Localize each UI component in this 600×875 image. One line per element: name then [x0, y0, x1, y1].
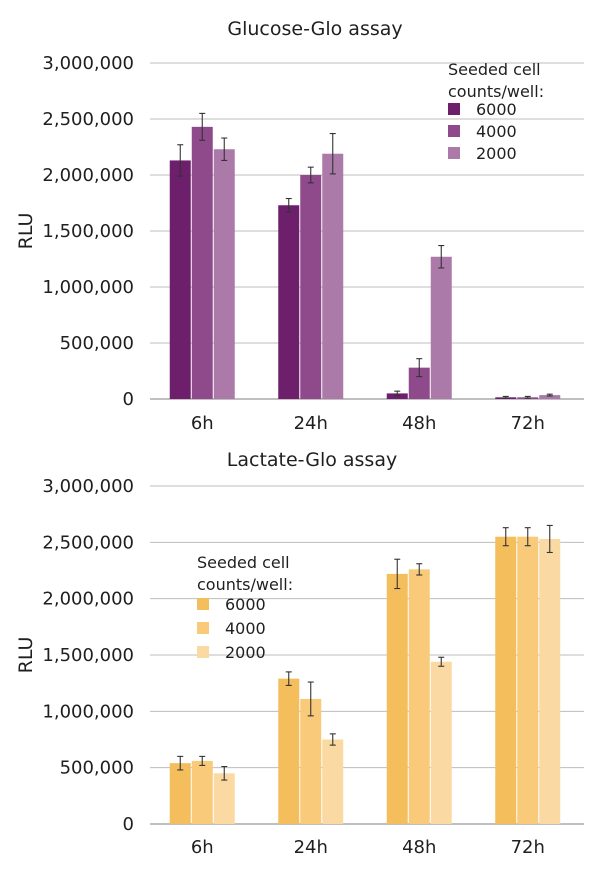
y-tick-label: 500,000 [60, 333, 134, 354]
bar-2000-48h [430, 256, 452, 399]
y-tick-label: 2,000,000 [42, 165, 134, 186]
y-axis-label: RLU [15, 637, 37, 674]
chart-title: Lactate-Glo assay [227, 449, 397, 471]
bar-6000-6h [169, 160, 191, 399]
y-tick-label: 500,000 [60, 758, 134, 779]
bar-6000-6h [169, 763, 191, 824]
legend: Seeded cell counts/well:6000 4000 2000 [197, 553, 293, 662]
category-label: 72h [511, 837, 545, 858]
bar-2000-72h [539, 538, 561, 824]
bar-4000-72h [517, 536, 539, 824]
y-tick-label: 2,500,000 [42, 109, 134, 130]
bar-2000-6h [213, 149, 235, 399]
legend-swatch-4000 [197, 622, 209, 634]
y-axis-label: RLU [15, 213, 37, 250]
category-label: 6h [191, 413, 214, 434]
legend-title: Seeded cell [197, 553, 290, 572]
bar-4000-24h [300, 175, 322, 399]
legend-swatch-6000 [448, 103, 460, 115]
chart-title: Glucose-Glo assay [227, 18, 402, 40]
bar-2000-24h [322, 739, 344, 824]
category-label: 48h [402, 837, 436, 858]
category-label: 24h [294, 837, 328, 858]
category-label: 6h [191, 837, 214, 858]
bar-6000-48h [386, 393, 408, 399]
bar-4000-6h [191, 760, 213, 824]
legend-swatch-4000 [448, 125, 460, 137]
category-label: 48h [402, 413, 436, 434]
legend-label: 2000 [225, 643, 266, 662]
bar-2000-48h [430, 661, 452, 824]
bar-2000-72h [539, 395, 561, 399]
legend-title: counts/well: [448, 82, 544, 101]
bar-6000-72h [495, 536, 517, 824]
legend-label: 4000 [225, 619, 266, 638]
legend-swatch-2000 [448, 147, 460, 159]
bar-4000-6h [191, 126, 213, 399]
y-tick-label: 3,000,000 [42, 476, 134, 497]
chart-panel-0: Glucose-Glo assay 0 500,000 1,000,000 1,500,… [15, 18, 584, 434]
bar-6000-48h [386, 573, 408, 824]
legend-label: 4000 [476, 122, 517, 141]
legend-label: 2000 [476, 144, 517, 163]
bar-6000-24h [278, 678, 300, 824]
legend-title: counts/well: [197, 575, 293, 594]
y-tick-label: 3,000,000 [42, 53, 134, 74]
bar-2000-6h [213, 773, 235, 824]
legend: Seeded cell counts/well:6000 4000 2000 [448, 60, 544, 163]
bar-2000-24h [322, 153, 344, 399]
y-tick-label: 1,000,000 [42, 701, 134, 722]
category-label: 72h [511, 413, 545, 434]
y-tick-label: 1,000,000 [42, 277, 134, 298]
bar-4000-48h [408, 569, 430, 824]
category-label: 24h [294, 413, 328, 434]
legend-swatch-2000 [197, 646, 209, 658]
y-tick-label: 1,500,000 [42, 645, 134, 666]
legend-title: Seeded cell [448, 60, 541, 79]
bar-6000-24h [278, 205, 300, 399]
y-tick-label: 1,500,000 [42, 221, 134, 242]
chart-panel-1: Lactate-Glo assay 0 500,000 1,000,000 1,500,… [15, 449, 584, 858]
y-tick-label: 0 [123, 389, 134, 410]
y-tick-label: 0 [123, 814, 134, 835]
y-tick-label: 2,000,000 [42, 589, 134, 610]
legend-label: 6000 [476, 100, 517, 119]
bar-4000-24h [300, 698, 322, 824]
bar-4000-48h [408, 367, 430, 399]
legend-swatch-6000 [197, 598, 209, 610]
y-tick-label: 2,500,000 [42, 532, 134, 553]
legend-label: 6000 [225, 595, 266, 614]
